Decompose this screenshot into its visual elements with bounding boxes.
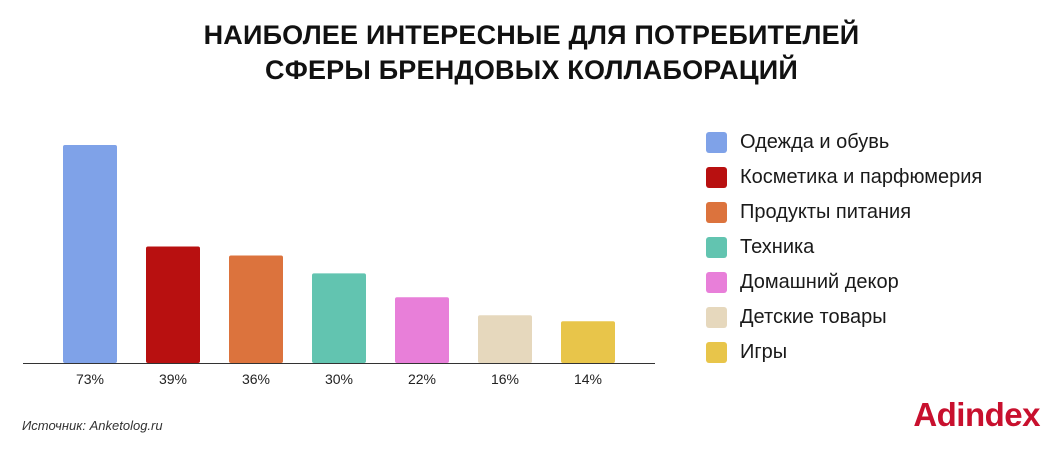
legend-label: Косметика и парфюмерия [740, 166, 983, 188]
chart-title: НАИБОЛЕЕ ИНТЕРЕСНЫЕ ДЛЯ ПОТРЕБИТЕЛЕЙ СФЕ… [0, 18, 1063, 88]
legend-item: Техника [706, 230, 982, 265]
brand-logo: Adindex [913, 396, 1040, 433]
bar-label-2: 39% [159, 371, 187, 387]
bar-label-7: 14% [574, 371, 602, 387]
bar-1 [63, 145, 117, 363]
legend-swatch [706, 237, 727, 258]
bar-label-1: 73% [76, 371, 104, 387]
legend-item: Косметика и парфюмерия [706, 160, 982, 195]
legend-item: Продукты питания [706, 195, 982, 230]
bar-5 [395, 297, 449, 363]
source-note: Источник: Anketolog.ru [22, 418, 163, 433]
legend-swatch [706, 342, 727, 363]
legend-label: Детские товары [740, 306, 887, 328]
legend-label: Одежда и обувь [740, 131, 890, 153]
legend-item: Одежда и обувь [706, 125, 982, 160]
legend-swatch [706, 272, 727, 293]
bar-label-4: 30% [325, 371, 353, 387]
bar-6 [478, 315, 532, 363]
bar-4 [312, 273, 366, 363]
bar-2 [146, 246, 200, 363]
bar-3 [229, 255, 283, 363]
bar-label-5: 22% [408, 371, 436, 387]
bar-label-3: 36% [242, 371, 270, 387]
legend-label: Техника [740, 236, 815, 258]
chart-title-line-1: НАИБОЛЕЕ ИНТЕРЕСНЫЕ ДЛЯ ПОТРЕБИТЕЛЕЙ [203, 20, 860, 50]
legend-item: Домашний декор [706, 265, 982, 300]
legend-swatch [706, 132, 727, 153]
legend-label: Продукты питания [740, 201, 912, 223]
bar-7 [561, 321, 615, 363]
legend-label: Игры [740, 341, 788, 363]
chart-title-line-2: СФЕРЫ БРЕНДОВЫХ КОЛЛАБОРАЦИЙ [265, 55, 798, 85]
bar-chart: 73% 39% 36% 30% 22% 16% 14% [23, 145, 655, 387]
chart-legend: Одежда и обувь Косметика и парфюмерия Прод… [706, 125, 982, 370]
legend-swatch [706, 167, 727, 188]
legend-item: Игры [706, 335, 982, 370]
legend-swatch [706, 307, 727, 328]
bar-label-6: 16% [491, 371, 519, 387]
legend-label: Домашний декор [740, 271, 899, 293]
legend-swatch [706, 202, 727, 223]
legend-item: Детские товары [706, 300, 982, 335]
